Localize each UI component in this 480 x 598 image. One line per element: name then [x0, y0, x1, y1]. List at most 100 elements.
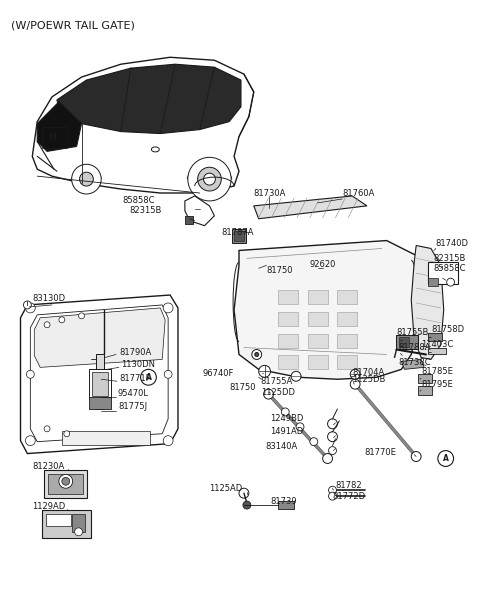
Polygon shape	[21, 295, 178, 453]
Text: 81755B: 81755B	[396, 328, 429, 337]
Text: 81785E: 81785E	[421, 367, 453, 376]
Text: 81772D: 81772D	[333, 492, 366, 501]
Polygon shape	[185, 196, 215, 225]
Circle shape	[163, 303, 173, 313]
Circle shape	[350, 379, 360, 389]
Text: 81788A: 81788A	[398, 343, 431, 352]
Circle shape	[259, 365, 271, 377]
Text: (W/POEWR TAIL GATE): (W/POEWR TAIL GATE)	[11, 20, 134, 30]
Bar	[418, 386, 432, 395]
Text: 96740F: 96740F	[203, 369, 234, 378]
Text: 81758D: 81758D	[431, 325, 464, 334]
Bar	[308, 312, 327, 326]
Text: 1125AD: 1125AD	[209, 484, 243, 493]
Bar	[278, 334, 298, 347]
Polygon shape	[411, 246, 444, 359]
Circle shape	[281, 408, 289, 416]
Text: 81775J: 81775J	[118, 402, 147, 411]
Polygon shape	[34, 308, 165, 367]
Bar	[42, 510, 91, 538]
Circle shape	[44, 322, 50, 328]
Polygon shape	[234, 240, 421, 379]
Text: 85858C: 85858C	[123, 196, 156, 206]
Text: A: A	[145, 373, 151, 382]
Circle shape	[25, 303, 35, 313]
Bar	[337, 312, 357, 326]
Bar	[42, 127, 67, 148]
Bar	[337, 355, 357, 370]
Bar	[418, 374, 432, 383]
Circle shape	[198, 167, 221, 191]
Text: 81782: 81782	[336, 481, 362, 490]
Circle shape	[252, 349, 262, 359]
Circle shape	[62, 477, 70, 485]
Circle shape	[310, 438, 318, 446]
Text: 82315B: 82315B	[130, 206, 162, 215]
Text: 82315B: 82315B	[433, 254, 465, 263]
Text: 1125DD: 1125DD	[261, 388, 295, 396]
Circle shape	[204, 173, 216, 185]
Bar	[399, 337, 409, 347]
Circle shape	[243, 501, 251, 509]
Polygon shape	[401, 359, 424, 370]
Circle shape	[350, 370, 360, 379]
Circle shape	[163, 436, 173, 446]
Circle shape	[141, 370, 156, 385]
Text: 81770E: 81770E	[365, 448, 396, 457]
Bar	[337, 334, 357, 347]
Bar	[278, 290, 298, 304]
Circle shape	[327, 432, 337, 442]
Bar	[337, 290, 357, 304]
Bar	[185, 216, 193, 224]
Circle shape	[188, 157, 231, 201]
Bar	[428, 332, 442, 341]
Circle shape	[329, 447, 336, 454]
Circle shape	[164, 370, 172, 379]
Circle shape	[296, 423, 304, 431]
Bar	[428, 263, 457, 284]
Ellipse shape	[322, 261, 334, 275]
Text: A: A	[443, 454, 449, 463]
Text: 81760A: 81760A	[342, 190, 375, 199]
Text: 1491AD: 1491AD	[270, 427, 303, 437]
Text: 1129AD: 1129AD	[32, 502, 66, 511]
Text: H: H	[48, 132, 56, 142]
Bar	[428, 278, 438, 286]
Text: 81739: 81739	[271, 496, 297, 505]
Circle shape	[44, 426, 50, 432]
Text: 95470L: 95470L	[118, 389, 149, 398]
Bar	[96, 355, 104, 409]
Text: 83130D: 83130D	[32, 294, 65, 303]
Text: 11403C: 11403C	[421, 340, 453, 349]
Text: 81738C: 81738C	[398, 358, 431, 367]
Polygon shape	[57, 64, 241, 133]
Text: 85858C: 85858C	[433, 264, 466, 273]
Bar	[234, 231, 244, 240]
Circle shape	[447, 278, 455, 286]
Circle shape	[64, 431, 70, 437]
Text: 1125DB: 1125DB	[352, 375, 385, 384]
Circle shape	[264, 389, 274, 399]
Text: 1130DN: 1130DN	[121, 360, 155, 369]
Text: 81795E: 81795E	[421, 380, 453, 389]
Bar	[308, 334, 327, 347]
Bar	[48, 474, 84, 494]
Bar	[278, 312, 298, 326]
Circle shape	[72, 164, 101, 194]
Text: 81787A: 81787A	[221, 228, 254, 237]
Bar	[308, 355, 327, 370]
Circle shape	[26, 370, 34, 379]
Circle shape	[327, 419, 337, 429]
Polygon shape	[32, 57, 254, 193]
Circle shape	[80, 172, 93, 186]
Text: 1249BD: 1249BD	[270, 414, 303, 423]
Text: 83140A: 83140A	[266, 442, 298, 451]
Bar	[72, 514, 85, 532]
Circle shape	[411, 451, 421, 462]
Circle shape	[438, 450, 454, 466]
Bar	[62, 431, 150, 445]
Circle shape	[59, 474, 72, 488]
Text: 81704A: 81704A	[352, 368, 384, 377]
Text: 81750: 81750	[229, 383, 256, 392]
Bar	[92, 373, 108, 396]
